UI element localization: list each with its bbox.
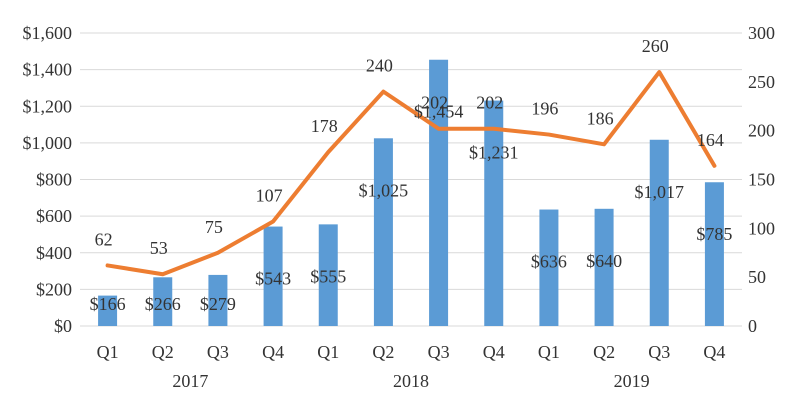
right-tick-label: 0 bbox=[748, 316, 757, 336]
bar-data-label: $279 bbox=[200, 294, 236, 314]
left-tick-label: $1,400 bbox=[23, 60, 73, 80]
line-data-label: 62 bbox=[95, 229, 113, 249]
x-tick-label: Q2 bbox=[593, 342, 615, 362]
line-data-label: 240 bbox=[366, 56, 393, 76]
bar-data-label: $555 bbox=[310, 266, 346, 286]
left-tick-label: $200 bbox=[36, 279, 72, 299]
right-axis: 0 50 100 150 200 250 300 bbox=[748, 23, 775, 336]
left-tick-label: $800 bbox=[36, 170, 72, 190]
bar-data-label: $266 bbox=[145, 294, 181, 314]
right-tick-label: 50 bbox=[748, 267, 766, 287]
bar bbox=[208, 274, 228, 326]
right-tick-label: 100 bbox=[748, 218, 775, 238]
x-tick-label: Q3 bbox=[207, 342, 229, 362]
x-year-label: 2017 bbox=[172, 371, 208, 391]
left-tick-label: $1,000 bbox=[23, 133, 73, 153]
line-data-label: 53 bbox=[150, 238, 168, 258]
left-tick-label: $400 bbox=[36, 243, 72, 263]
right-tick-label: 200 bbox=[748, 121, 775, 141]
line-data-label: 202 bbox=[476, 93, 503, 113]
bar bbox=[484, 100, 504, 327]
right-tick-label: 150 bbox=[748, 170, 775, 190]
bar bbox=[373, 138, 393, 326]
x-tick-label: Q3 bbox=[428, 342, 450, 362]
bar bbox=[704, 182, 724, 326]
left-axis: $0 $200 $400 $600 $800 $1,000 $1,200 $1,400 $1,6… bbox=[23, 23, 73, 336]
bar-data-label: $640 bbox=[586, 251, 622, 271]
line-data-label: 186 bbox=[587, 108, 614, 128]
bar bbox=[318, 224, 338, 326]
x-tick-label: Q3 bbox=[648, 342, 670, 362]
x-tick-label: Q2 bbox=[152, 342, 174, 362]
bar bbox=[539, 209, 559, 326]
x-tick-label: Q1 bbox=[317, 342, 339, 362]
line-data-label: 107 bbox=[256, 185, 283, 205]
bar bbox=[594, 208, 614, 326]
left-tick-label: $1,200 bbox=[23, 96, 73, 116]
bar bbox=[263, 226, 283, 326]
line-path bbox=[105, 70, 717, 277]
bar bbox=[153, 277, 173, 326]
line-data-label: 178 bbox=[311, 116, 338, 136]
line-data-label: 202 bbox=[421, 93, 448, 113]
x-tick-label: Q1 bbox=[97, 342, 119, 362]
line-series bbox=[105, 70, 717, 277]
bar-data-label: $166 bbox=[90, 294, 126, 314]
x-year-label: 2018 bbox=[393, 371, 429, 391]
bar-data-label: $543 bbox=[255, 269, 291, 289]
x-tick-label: Q4 bbox=[703, 342, 725, 362]
x-tick-label: Q4 bbox=[262, 342, 284, 362]
bar-data-label: $785 bbox=[696, 224, 732, 244]
bar bbox=[649, 139, 669, 326]
bar-data-label: $1,025 bbox=[359, 180, 409, 200]
line-data-label: 260 bbox=[642, 36, 669, 56]
left-tick-label: $0 bbox=[54, 316, 72, 336]
x-axis: Q1 Q2 Q3 Q4 Q1 Q2 Q3 Q4 Q1 Q2 Q3 Q4 2017 2018 2019 bbox=[97, 342, 726, 391]
left-tick-label: $1,600 bbox=[23, 23, 73, 43]
bar bbox=[98, 295, 118, 326]
right-tick-label: 300 bbox=[748, 23, 775, 43]
line-data-label: 75 bbox=[205, 217, 223, 237]
bar-data-label: $636 bbox=[531, 252, 567, 272]
x-tick-label: Q4 bbox=[483, 342, 505, 362]
x-tick-label: Q2 bbox=[372, 342, 394, 362]
bar-series bbox=[98, 59, 724, 327]
gridlines bbox=[80, 32, 742, 327]
line-data-label: 196 bbox=[531, 99, 558, 119]
bar-data-label: $1,454 bbox=[414, 102, 464, 122]
x-tick-label: Q1 bbox=[538, 342, 560, 362]
line-data-label: 164 bbox=[697, 130, 724, 150]
x-year-label: 2019 bbox=[614, 371, 650, 391]
right-tick-label: 250 bbox=[748, 72, 775, 92]
line-data-labels: 62 53 75 107 178 240 202 202 196 186 260 164 bbox=[95, 36, 724, 258]
bar-data-label: $1,017 bbox=[635, 182, 685, 202]
bar-data-label: $1,231 bbox=[469, 143, 519, 163]
left-tick-label: $600 bbox=[36, 206, 72, 226]
bar-data-labels: $166 $266 $279 $543 $555 $1,025 $1,454 $1,231 $6… bbox=[90, 102, 733, 314]
